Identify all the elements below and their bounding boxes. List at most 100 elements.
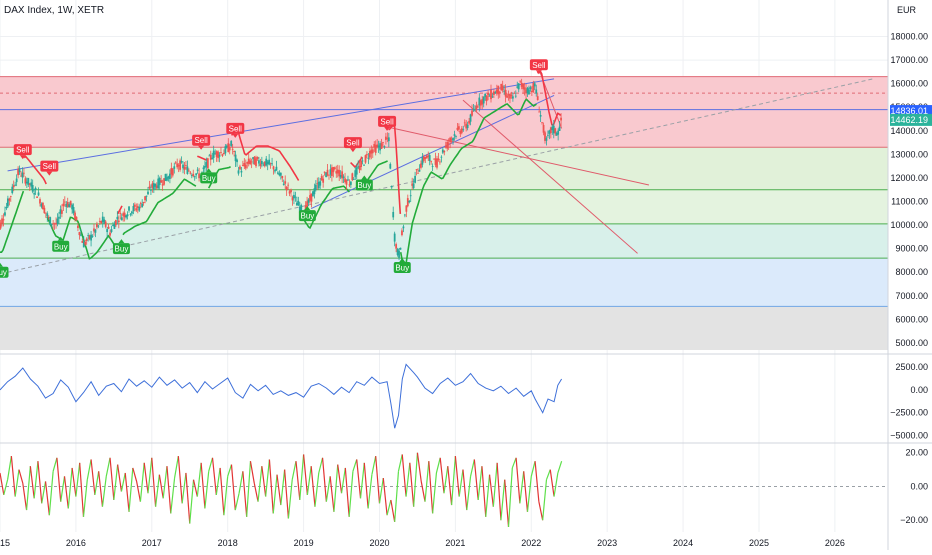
candle-body (268, 160, 270, 165)
signal-label: Sell (346, 139, 360, 148)
candle-body (118, 221, 120, 223)
time-tick-label: 2021 (445, 538, 465, 548)
candle-body (58, 217, 60, 219)
currency-label: EUR (897, 5, 917, 15)
candle-body (467, 125, 469, 128)
candle-body (524, 87, 526, 89)
candle-body (3, 219, 5, 220)
candle-body (32, 185, 34, 192)
candle-body (36, 197, 38, 198)
candle-body (293, 195, 295, 198)
candle-body (295, 197, 297, 198)
candle-body (64, 202, 66, 203)
price-tick-label: 14000.00 (890, 126, 928, 136)
price-tick-label: 10000.00 (890, 220, 928, 230)
candle-body (389, 164, 391, 169)
candle-body (554, 128, 556, 133)
candle-body (290, 190, 292, 193)
candle-body (61, 210, 63, 214)
candle-body (86, 239, 88, 241)
candle-body (324, 172, 326, 173)
candle-body (350, 182, 352, 185)
candle-body (84, 242, 86, 245)
candle-body (284, 181, 286, 183)
candle-body (343, 177, 345, 178)
price-tick-label: 5000.00 (895, 338, 928, 348)
candle-body (173, 166, 175, 169)
candle-body (33, 193, 35, 194)
price-label-text: 14462.19 (890, 115, 928, 125)
candle-body (403, 227, 405, 229)
candle-body (362, 161, 364, 162)
candle-body (432, 166, 434, 167)
candle-body (131, 211, 133, 213)
price-tick-label: 18000.00 (890, 32, 928, 42)
candle-body (353, 179, 355, 180)
candle-body (398, 251, 400, 258)
price-tick-label: 16000.00 (890, 79, 928, 89)
candle-body (366, 154, 368, 155)
price-tick-label: 8000.00 (895, 267, 928, 277)
candle-body (471, 111, 473, 116)
candle-body (130, 214, 132, 215)
candle-body (543, 125, 545, 133)
candle-body (287, 185, 289, 186)
candle-body (439, 162, 441, 163)
candle-body (271, 163, 273, 164)
candle-body (14, 185, 16, 186)
candle-body (538, 112, 540, 113)
candle-body (70, 201, 72, 205)
candle-body (462, 129, 464, 130)
signal-label: Buy (0, 268, 7, 277)
candle-body (518, 83, 520, 89)
candle-body (257, 157, 259, 159)
last-price-label: 14462.19 (890, 114, 932, 126)
candle-body (513, 93, 515, 94)
candle-body (546, 138, 548, 141)
candle-body (175, 162, 177, 163)
candle-body (115, 220, 117, 225)
candle-body (281, 176, 283, 178)
candle-body (134, 205, 136, 207)
candle-body (540, 115, 542, 117)
signal-label: Sell (194, 136, 208, 145)
time-tick-label: 2018 (218, 538, 238, 548)
time-tick-label: 2020 (369, 538, 389, 548)
candle-body (334, 167, 336, 169)
candle-body (0, 223, 1, 229)
candle-body (184, 167, 186, 170)
candle-body (382, 142, 384, 143)
candle-body (449, 138, 451, 142)
candle-body (141, 204, 143, 207)
candle-body (239, 167, 241, 170)
time-tick-label: 2016 (66, 538, 86, 548)
candle-body (454, 134, 456, 136)
candle-body (255, 159, 257, 167)
candle-body (111, 229, 113, 232)
candle-body (121, 217, 123, 220)
osc-tick-label: −20.00 (900, 515, 928, 525)
candle-body (391, 186, 393, 187)
candle-body (6, 207, 8, 208)
time-tick-label: 2024 (673, 538, 693, 548)
candle-body (417, 173, 419, 174)
candle-body (219, 155, 221, 157)
candle-body (135, 208, 137, 210)
signal-label: Sell (229, 124, 243, 133)
candle-body (440, 157, 442, 158)
candle-body (534, 83, 536, 86)
osc-tick-label: 20.00 (905, 448, 928, 458)
candle-body (189, 172, 191, 173)
candle-body (116, 217, 118, 219)
candle-body (384, 146, 386, 147)
candle-body (128, 207, 130, 211)
candle-body (416, 169, 418, 170)
candle-body (188, 171, 190, 172)
candle-body (77, 226, 79, 228)
candle-body (297, 201, 299, 206)
candle-body (229, 147, 231, 150)
candle-body (144, 196, 146, 200)
candle-body (388, 137, 390, 141)
candle-body (505, 90, 507, 97)
